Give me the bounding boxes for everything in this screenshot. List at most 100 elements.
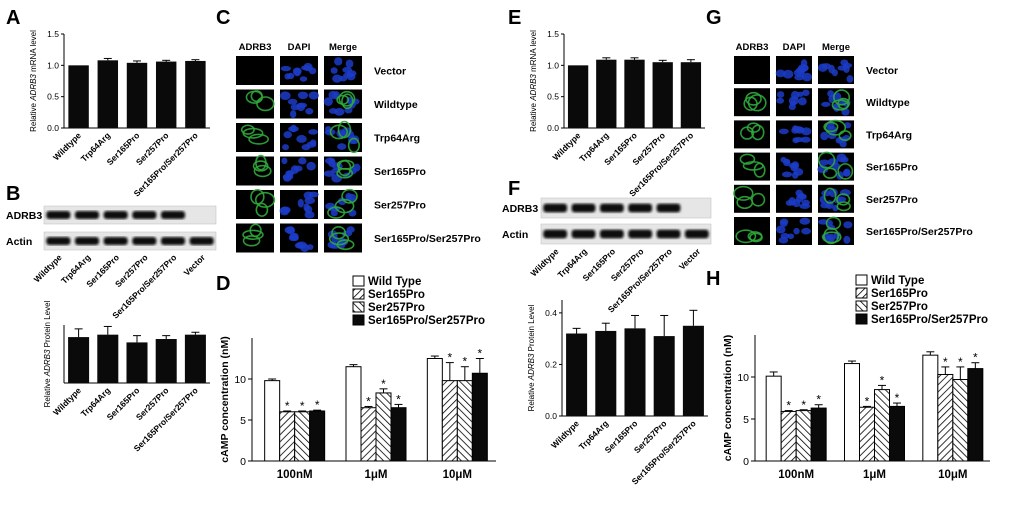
nucleus-stain bbox=[332, 74, 343, 83]
legend-swatch bbox=[352, 314, 365, 326]
nucleus-stain bbox=[285, 170, 295, 176]
y-axis-label-post: mRNA level bbox=[29, 30, 38, 74]
bar bbox=[780, 410, 797, 462]
adrb3-stain bbox=[817, 151, 836, 169]
adrb3-stain bbox=[822, 231, 842, 244]
bar bbox=[653, 336, 675, 416]
micrograph-tile bbox=[324, 120, 362, 154]
legend-swatch bbox=[352, 275, 365, 287]
nucleus-stain bbox=[331, 173, 342, 183]
micrograph-tile bbox=[817, 56, 854, 84]
blot-band bbox=[74, 237, 100, 245]
bar bbox=[68, 65, 89, 128]
blot-band bbox=[46, 237, 71, 245]
blot-band bbox=[132, 211, 157, 219]
bar bbox=[844, 363, 860, 462]
x-tick-label: 1μM bbox=[364, 469, 387, 481]
blot-strip bbox=[43, 231, 217, 251]
bar bbox=[426, 358, 443, 462]
adrb3-stain bbox=[255, 202, 269, 217]
nucleus-stain bbox=[308, 129, 318, 135]
micrograph-row-label: Ser257Pro bbox=[374, 200, 426, 212]
bar bbox=[889, 405, 905, 462]
nucleus-stain bbox=[328, 158, 336, 168]
nucleus-stain bbox=[826, 125, 838, 135]
nucleus-stain bbox=[776, 97, 785, 104]
nucleus-stain bbox=[819, 159, 830, 166]
chart-a: 0.00.51.01.5WildtypeTrp64ArgSer165ProSer… bbox=[29, 29, 210, 199]
y-axis-label-post: Protein Level bbox=[43, 300, 52, 349]
blot-row-label: ADRB3 bbox=[502, 203, 538, 215]
legend-label: Wild Type bbox=[871, 275, 924, 287]
nucleus-stain bbox=[292, 67, 302, 76]
micrograph-background bbox=[236, 56, 274, 85]
nucleus-stain bbox=[793, 137, 804, 143]
nucleus-stain bbox=[330, 67, 338, 74]
micrograph-tile bbox=[734, 56, 770, 84]
nucleus-stain bbox=[288, 235, 299, 242]
micrograph-column-label: Merge bbox=[822, 42, 850, 53]
blot-band bbox=[132, 237, 157, 245]
nucleus-stain bbox=[306, 161, 316, 171]
legend-label: Ser165Pro/Ser257Pro bbox=[871, 314, 988, 326]
bar bbox=[922, 354, 939, 462]
bar bbox=[595, 330, 617, 416]
blot-band bbox=[543, 203, 568, 213]
nucleus-stain bbox=[836, 153, 847, 163]
adrb3-stain bbox=[736, 195, 754, 210]
adrb3-stain bbox=[240, 124, 255, 135]
micrograph-row-label: Ser257Pro bbox=[866, 194, 918, 206]
legend-swatch bbox=[855, 300, 868, 312]
blot-band bbox=[571, 229, 596, 239]
y-tick-label: 0.0 bbox=[47, 123, 59, 133]
legend-label: Ser257Pro bbox=[368, 302, 425, 314]
blot-band bbox=[543, 229, 568, 239]
nucleus-stain bbox=[305, 108, 314, 115]
nucleus-stain bbox=[297, 91, 309, 100]
y-axis-label-gene: ADRB3 bbox=[43, 349, 52, 377]
adrb3-stain bbox=[256, 96, 275, 112]
legend-swatch bbox=[855, 313, 868, 325]
nucleus-stain bbox=[793, 227, 800, 235]
legend-label: Wild Type bbox=[368, 276, 421, 288]
nucleus-stain bbox=[780, 156, 787, 163]
nucleus-stain bbox=[343, 72, 354, 78]
nucleus-stain bbox=[304, 197, 316, 204]
nucleus-stain bbox=[843, 221, 853, 229]
blot-band bbox=[189, 237, 214, 245]
panel-label-e: E bbox=[508, 7, 521, 29]
micrograph-tile bbox=[818, 184, 854, 213]
bar bbox=[441, 380, 458, 462]
nucleus-stain bbox=[300, 243, 310, 253]
micrograph-row-label: Trp64Arg bbox=[866, 129, 912, 141]
micrograph-tile bbox=[734, 217, 770, 245]
adrb3-stain bbox=[833, 89, 851, 106]
bar bbox=[185, 60, 206, 128]
nucleus-stain bbox=[345, 192, 352, 200]
nucleus-stain bbox=[799, 217, 811, 225]
bar bbox=[126, 342, 148, 383]
adrb3-stain bbox=[735, 229, 757, 244]
nucleus-stain bbox=[788, 103, 796, 111]
adrb3-stain bbox=[823, 121, 839, 133]
nucleus-stain bbox=[827, 233, 836, 243]
adrb3-stain bbox=[329, 124, 348, 140]
x-tick-label: 10μM bbox=[443, 469, 472, 481]
legend: Wild TypeSer165ProSer257ProSer165Pro/Ser… bbox=[352, 275, 485, 327]
bar bbox=[126, 62, 148, 128]
nucleus-stain bbox=[788, 96, 799, 106]
micrograph-row-label: Ser165Pro/Ser257Pro bbox=[866, 226, 973, 238]
nucleus-stain bbox=[801, 199, 810, 206]
micrograph-row-label: Ser165Pro/Ser257Pro bbox=[374, 233, 481, 245]
blot-band bbox=[46, 211, 71, 219]
significance-star: * bbox=[801, 398, 806, 412]
micrograph-background bbox=[236, 89, 274, 119]
micrograph-tile bbox=[775, 56, 813, 84]
x-tick-label: 100nM bbox=[277, 469, 313, 481]
adrb3-stain bbox=[337, 159, 352, 177]
legend-swatch bbox=[855, 274, 868, 286]
micrograph-row-label: Vector bbox=[866, 65, 898, 77]
legend-swatch bbox=[352, 288, 365, 300]
y-axis-label: Relative ADRB3 mRNA level bbox=[29, 30, 38, 132]
